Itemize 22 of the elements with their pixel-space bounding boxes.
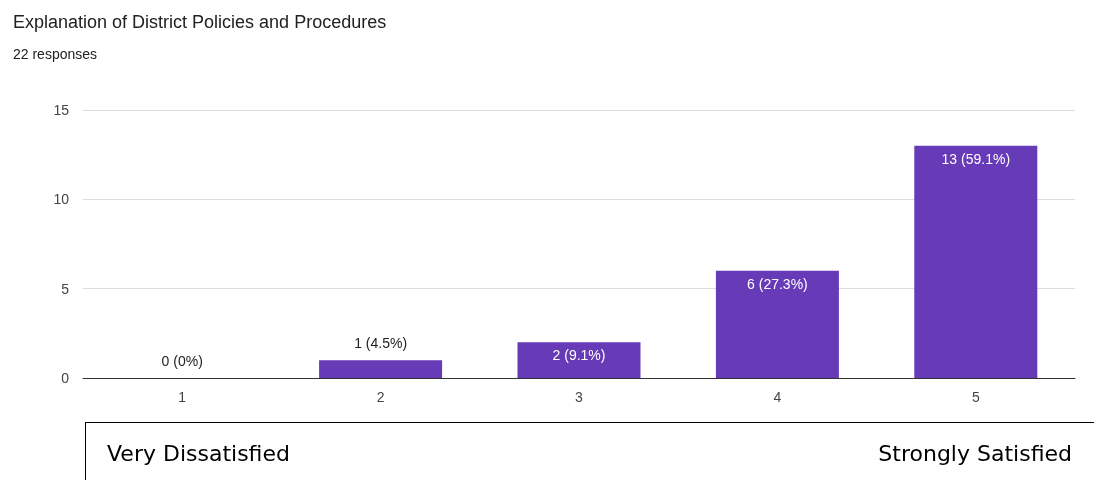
data-label: 0 (0%) [161,353,203,369]
y-tick-label: 10 [53,191,70,208]
chart-subtitle: 22 responses [13,46,98,62]
bar [914,145,1038,378]
data-label: 13 (59.1%) [941,150,1011,167]
x-tick-label: 1 [178,389,187,405]
bar [715,270,839,378]
data-label: 1 (4.5%) [354,335,408,352]
y-tick-label: 0 [61,370,70,386]
x-tick-label: 5 [971,389,980,405]
data-label: 6 (27.3%) [747,275,808,292]
text: Strongly Satisfied [878,441,1072,466]
data-label: 2 (9.1%) [552,347,606,364]
y-tick-label: 5 [61,280,70,297]
x-tick-label: 4 [773,389,782,405]
chart-title: Explanation of District Policies and Procedures [13,12,387,32]
y-tick-label: 15 [53,102,70,118]
x-tick-label: 2 [376,389,385,405]
bar [517,342,641,378]
bar [319,360,443,378]
x-tick-label: 3 [575,389,584,405]
text: Very Dissatisfied [107,441,290,466]
